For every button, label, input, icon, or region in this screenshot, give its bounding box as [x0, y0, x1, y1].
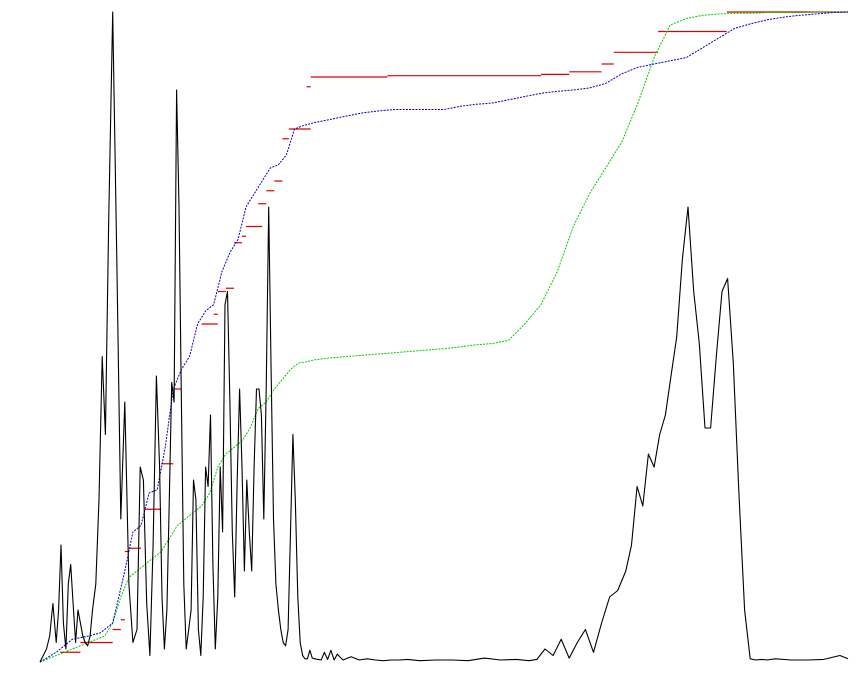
step-marks-layer — [60, 11, 848, 653]
cumulative-green-layer — [39, 11, 848, 663]
signal-layer — [39, 11, 849, 663]
series-line-cumulative-green — [39, 11, 848, 663]
series-line-signal — [39, 11, 849, 663]
